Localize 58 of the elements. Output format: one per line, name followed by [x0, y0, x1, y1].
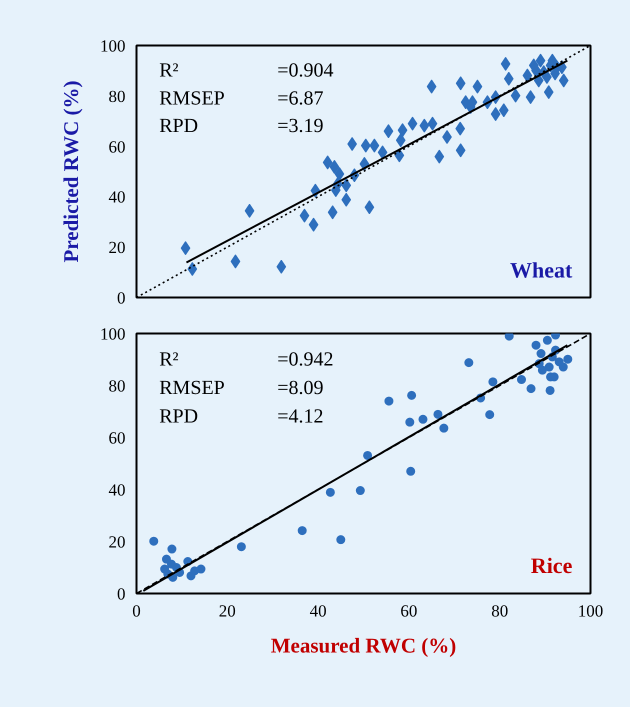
y-tick-label: 40 — [108, 188, 126, 207]
y-tick-label: 60 — [108, 137, 126, 156]
point — [326, 488, 335, 497]
point — [439, 424, 448, 433]
point — [406, 466, 416, 476]
point — [485, 410, 494, 420]
point — [356, 486, 365, 496]
point — [167, 544, 176, 554]
point — [563, 354, 572, 364]
text: RMSEP =8.09 — [159, 377, 324, 400]
y-tick-label: 60 — [108, 428, 126, 448]
point — [196, 564, 206, 574]
point — [544, 362, 554, 372]
point — [418, 414, 428, 424]
point — [558, 362, 568, 372]
x-axis-title: Measured RWC (%) — [270, 634, 456, 658]
point — [526, 384, 536, 394]
point — [488, 377, 498, 386]
point — [336, 535, 346, 544]
point — [542, 336, 552, 345]
point — [516, 375, 526, 384]
point — [433, 410, 442, 419]
y-tick-label: 80 — [108, 376, 126, 396]
point — [236, 542, 246, 552]
point — [538, 366, 547, 375]
point — [536, 349, 546, 358]
x-tick-label: 40 — [310, 602, 327, 620]
text: Wheat — [510, 257, 574, 282]
point — [546, 386, 555, 395]
point — [504, 334, 514, 341]
point — [298, 526, 307, 536]
y-tick-label: 0 — [117, 584, 126, 604]
point — [384, 396, 394, 406]
text: RMSEP =6.87 — [159, 87, 324, 110]
x-tick-label: 20 — [218, 602, 236, 620]
y-tick-label: 80 — [108, 86, 126, 106]
point — [407, 390, 416, 400]
text: R² =0.904 — [159, 60, 334, 82]
text: RPD =3.19 — [159, 115, 324, 138]
y-tick-label: 100 — [100, 324, 126, 344]
text: Rice — [530, 552, 573, 578]
point — [363, 450, 372, 460]
point — [532, 340, 541, 350]
x-tick-label: 80 — [491, 602, 508, 620]
x-tick-label: 60 — [400, 602, 418, 620]
y-tick-label: 100 — [100, 36, 126, 56]
point — [464, 358, 474, 368]
text: RPD =4.12 — [159, 406, 324, 428]
y-tick-label: 20 — [108, 238, 126, 258]
y-axis-title: Predicted RWC (%) — [59, 80, 83, 262]
x-tick-label: 0 — [132, 602, 141, 620]
y-tick-label: 20 — [108, 532, 126, 552]
y-tick-label: 0 — [117, 288, 126, 308]
text: R² =0.942 — [159, 348, 334, 370]
point — [405, 418, 414, 427]
point — [149, 536, 158, 546]
x-tick-label: 100 — [578, 602, 604, 620]
y-tick-label: 40 — [108, 480, 126, 500]
